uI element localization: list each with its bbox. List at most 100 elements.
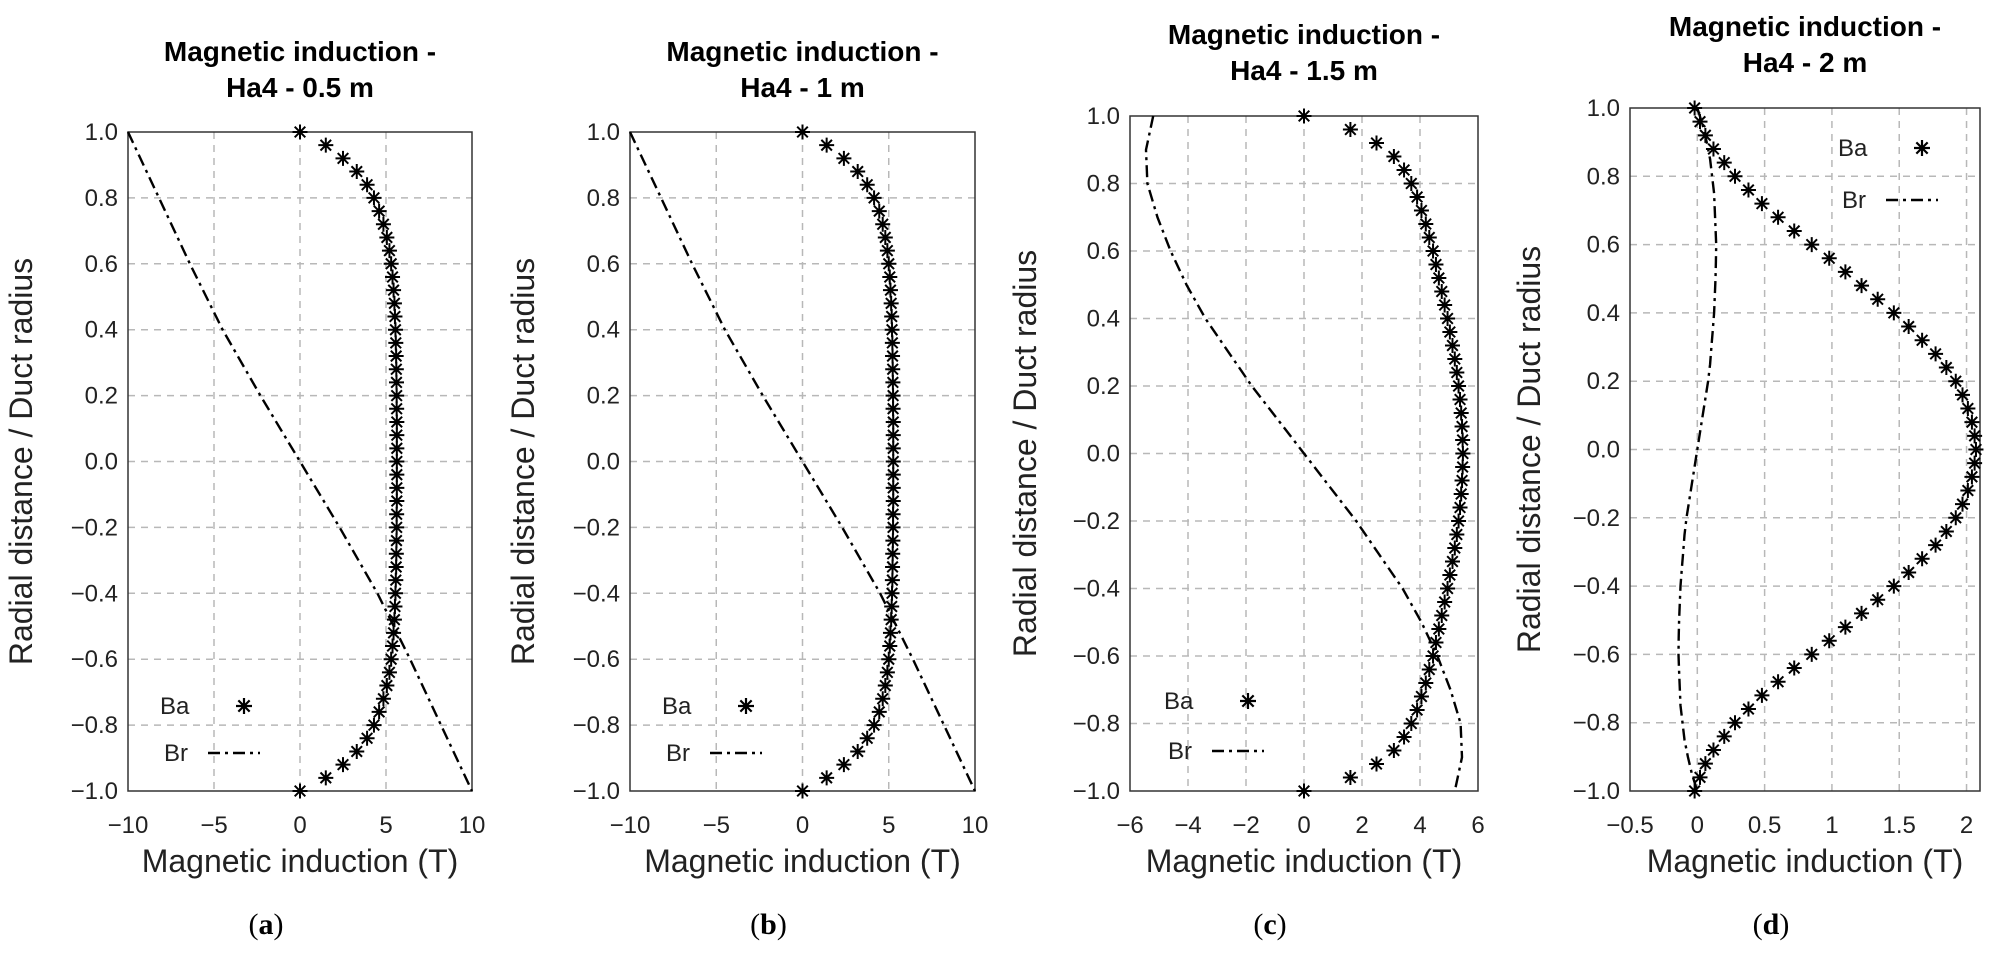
y-tick-label: 0.0 (1087, 441, 1120, 468)
data-point (1451, 513, 1467, 529)
y-tick-label: 0.6 (85, 251, 118, 278)
data-point (879, 243, 895, 259)
data-point (1964, 414, 1980, 430)
data-point (1296, 783, 1312, 799)
caption-open-paren: ( (249, 908, 259, 941)
data-point (1444, 554, 1460, 569)
data-point (389, 480, 405, 496)
y-tick-label: 0.8 (85, 185, 118, 212)
data-point (388, 559, 404, 575)
caption-close-paren: ) (1277, 908, 1287, 941)
data-point (1452, 500, 1468, 515)
panel-a: Magnetic induction - Ha4 - 0.5 m −10 −5 0 5 10… (3, 36, 485, 941)
data-point (882, 282, 898, 298)
data-point (1434, 284, 1450, 299)
x-tick-label: −10 (610, 812, 651, 839)
data-point (1837, 619, 1853, 635)
data-point (871, 704, 887, 720)
y-tick-label: −0.4 (1073, 576, 1120, 603)
y-tick-label: 1.0 (1087, 103, 1120, 130)
panel-b: Magnetic induction - Ha4 - 1 m −10 −5 0 5 10 −1… (505, 36, 988, 941)
y-tick-label: −1.0 (1573, 778, 1620, 805)
data-point (1342, 770, 1358, 785)
data-point (1687, 100, 1703, 116)
y-tick-label: 1.0 (85, 119, 118, 146)
data-point (819, 137, 835, 153)
data-point (1425, 243, 1441, 259)
data-point (1955, 496, 1970, 512)
x-tick-label: 6 (1471, 812, 1484, 839)
chart-title-line-2: Ha4 - 1 m (740, 72, 865, 103)
chart-title-line-2: Ha4 - 0.5 m (226, 72, 374, 103)
y-axis-label: Radial distance / Duct radius (1511, 246, 1547, 653)
data-point (875, 216, 891, 232)
legend-label-br: Br (666, 740, 690, 767)
data-point (1960, 482, 1976, 498)
data-point (1442, 324, 1458, 340)
data-point (1437, 594, 1453, 610)
chart-title-line-1: Magnetic induction - (1669, 11, 1941, 42)
data-point (1705, 141, 1721, 157)
data-point (1449, 527, 1465, 542)
panel-caption: (a) (249, 908, 284, 941)
data-point (1955, 387, 1970, 403)
data-point (1854, 278, 1870, 294)
data-point (1403, 716, 1419, 731)
data-point (388, 572, 404, 588)
x-tick-label: 5 (882, 812, 895, 839)
caption-open-paren: ( (1753, 908, 1763, 941)
data-point (1901, 319, 1917, 335)
y-tick-label: 0.0 (1587, 437, 1620, 464)
data-point (1870, 592, 1886, 608)
data-point (885, 546, 901, 562)
y-tick-label: −0.4 (71, 580, 118, 607)
data-point (1854, 605, 1870, 621)
x-axis-label: Magnetic induction (T) (1647, 843, 1964, 879)
data-point (819, 770, 835, 786)
data-point (1440, 581, 1456, 596)
data-point (885, 361, 901, 377)
panel-caption: (c) (1253, 908, 1286, 941)
data-point (386, 625, 402, 641)
data-point (381, 664, 397, 680)
data-point (386, 295, 402, 311)
data-point (381, 243, 397, 259)
data-point (359, 177, 375, 193)
data-point (1870, 291, 1886, 307)
legend-marker-ba (738, 698, 754, 714)
y-tick-label: 0.2 (85, 383, 118, 410)
data-point (882, 625, 898, 641)
legend-marker-ba (236, 698, 252, 714)
y-tick-label: −0.2 (573, 514, 620, 541)
data-point (1455, 432, 1471, 448)
data-point (349, 164, 365, 180)
data-point (1804, 646, 1820, 662)
y-tick-label: −0.4 (1573, 573, 1620, 600)
data-point (379, 229, 395, 245)
data-point (885, 388, 901, 404)
x-tick-label: −5 (703, 812, 730, 839)
legend-label-ba: Ba (1164, 688, 1194, 715)
y-tick-label: −0.8 (1573, 710, 1620, 737)
data-point (383, 256, 399, 272)
y-tick-label: 0.4 (1087, 306, 1120, 333)
data-point (1821, 250, 1837, 266)
data-point (386, 282, 402, 298)
data-point (388, 335, 404, 351)
data-point (1727, 715, 1743, 731)
data-point (881, 256, 897, 272)
data-point (389, 388, 405, 404)
data-point (884, 585, 900, 601)
data-point (335, 150, 351, 166)
data-point (885, 374, 901, 390)
data-point (1413, 203, 1429, 218)
data-point (1455, 459, 1471, 475)
data-point (885, 480, 901, 496)
data-point (1938, 360, 1954, 376)
data-point (871, 203, 887, 219)
data-point (1692, 769, 1708, 785)
data-point (1804, 237, 1820, 253)
data-point (1705, 742, 1721, 758)
series-ba-markers (292, 124, 405, 799)
